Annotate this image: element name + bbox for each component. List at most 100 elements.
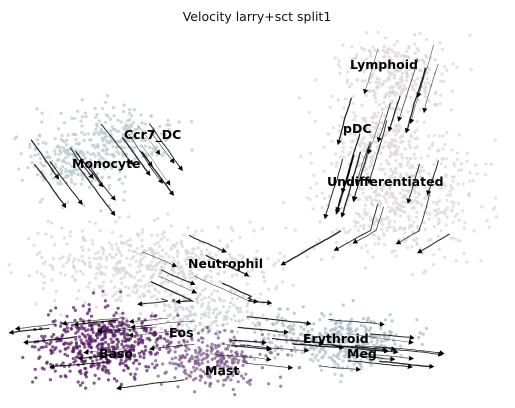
cell-point xyxy=(408,157,412,161)
cell-point xyxy=(90,238,95,242)
cell-point xyxy=(414,195,418,199)
cell-point xyxy=(109,279,113,283)
cell-point xyxy=(387,94,391,98)
cell-point xyxy=(151,249,155,253)
cell-point xyxy=(94,322,99,326)
cell-point xyxy=(114,298,118,302)
cell-point xyxy=(102,136,106,140)
cell-point xyxy=(341,359,345,363)
cell-point xyxy=(132,375,136,379)
cell-point xyxy=(73,318,77,322)
cell-point xyxy=(143,255,147,259)
cell-point xyxy=(126,161,130,165)
cell-point xyxy=(121,361,125,365)
cluster-points-monocyte xyxy=(13,107,166,213)
cell-point xyxy=(334,152,338,156)
cell-point xyxy=(225,347,229,351)
cell-point xyxy=(58,257,62,261)
cell-point xyxy=(91,331,95,335)
cell-point xyxy=(215,323,220,327)
cell-point xyxy=(125,319,129,323)
cell-point xyxy=(83,111,87,115)
cell-point xyxy=(461,182,465,186)
cell-point xyxy=(445,193,450,197)
cell-point xyxy=(128,336,133,341)
cell-point xyxy=(407,55,411,60)
cell-point xyxy=(399,54,403,58)
cell-point xyxy=(457,133,461,137)
cell-point xyxy=(330,341,335,345)
cell-point xyxy=(80,254,84,258)
cell-point xyxy=(167,128,171,132)
cell-point xyxy=(95,358,99,362)
cell-point xyxy=(114,262,118,266)
cell-point xyxy=(102,248,106,253)
cell-point xyxy=(398,68,402,72)
cell-point xyxy=(121,154,125,158)
cell-point xyxy=(57,127,61,131)
cell-point xyxy=(59,374,63,378)
cell-point xyxy=(260,366,264,370)
cell-point xyxy=(181,354,185,359)
cell-point xyxy=(124,316,128,321)
cell-point xyxy=(475,172,479,176)
cell-point xyxy=(467,194,471,198)
cell-point xyxy=(216,312,220,317)
cell-point xyxy=(376,235,380,239)
cell-point xyxy=(89,314,94,318)
cell-point xyxy=(441,47,445,52)
cell-point xyxy=(412,188,417,192)
cell-point xyxy=(353,351,357,355)
cell-point xyxy=(124,363,128,368)
cell-point xyxy=(326,132,330,136)
cell-point xyxy=(163,133,167,137)
cell-point xyxy=(190,354,194,358)
cell-point xyxy=(394,159,398,163)
cell-point xyxy=(339,321,343,325)
cell-point xyxy=(332,353,336,357)
streamline-arrowhead xyxy=(390,356,396,362)
cell-point xyxy=(94,252,98,256)
streamline-arrowhead xyxy=(128,318,135,324)
cell-point xyxy=(90,337,94,341)
cell-point xyxy=(460,168,464,172)
streamline-arrowhead xyxy=(266,356,272,362)
cell-point xyxy=(355,327,359,331)
cell-point xyxy=(338,71,342,76)
cell-point xyxy=(27,334,31,339)
cell-point xyxy=(339,380,343,384)
cell-point xyxy=(81,319,85,323)
cell-point xyxy=(152,294,156,298)
cell-point xyxy=(386,215,390,219)
cell-point xyxy=(246,301,250,306)
cell-point xyxy=(415,242,419,246)
cell-point xyxy=(390,250,394,254)
cell-point xyxy=(393,144,397,148)
cell-point xyxy=(364,67,368,71)
cell-point xyxy=(192,257,196,261)
cell-point xyxy=(83,366,87,370)
cell-point xyxy=(368,165,372,169)
cell-point xyxy=(112,332,116,336)
cell-point xyxy=(371,120,375,125)
cell-point xyxy=(202,258,206,262)
streamline xyxy=(141,145,169,184)
cell-point xyxy=(210,292,214,296)
cell-point xyxy=(398,227,402,231)
cell-point xyxy=(439,229,443,233)
cell-point xyxy=(119,361,123,365)
cell-point xyxy=(168,361,172,365)
cell-point xyxy=(398,136,402,140)
cell-point xyxy=(79,371,83,376)
cell-point xyxy=(122,368,126,372)
cell-point xyxy=(81,237,85,241)
cell-point xyxy=(195,297,199,301)
cell-point xyxy=(319,257,324,262)
cell-point xyxy=(118,260,122,264)
cell-point xyxy=(89,334,93,338)
cell-point xyxy=(371,116,375,120)
cell-point xyxy=(205,307,209,311)
streamline-arrowhead xyxy=(177,165,183,172)
cell-point xyxy=(350,82,354,86)
cell-point xyxy=(93,154,97,158)
